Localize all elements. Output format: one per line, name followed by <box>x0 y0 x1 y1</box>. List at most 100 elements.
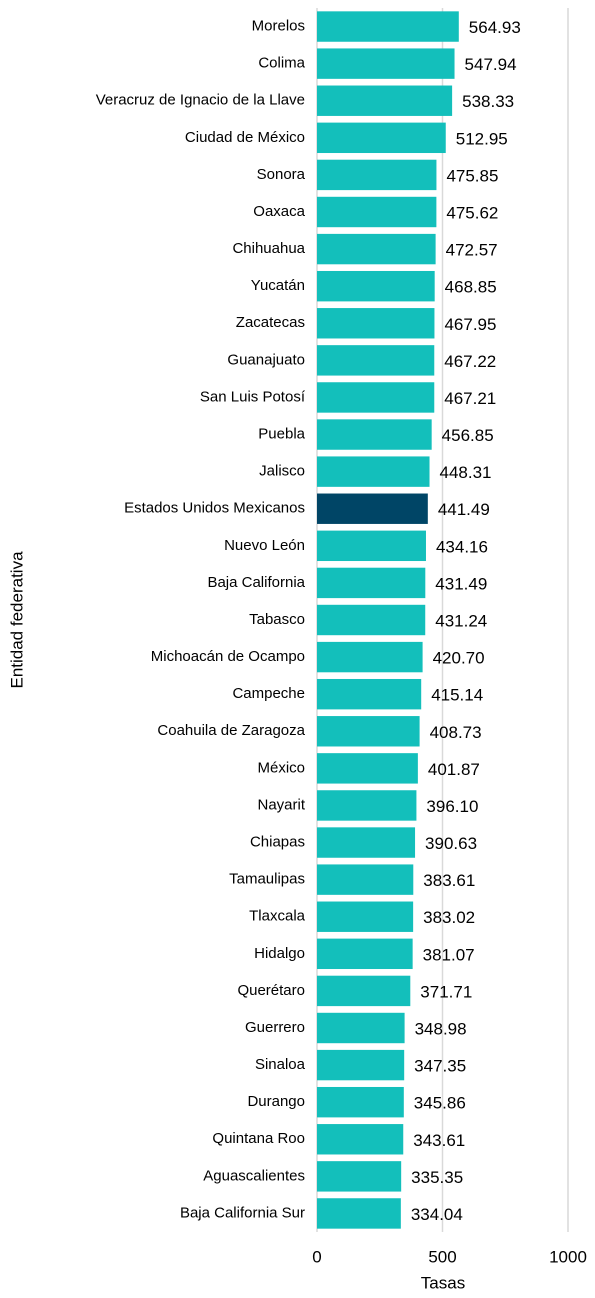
x-tick-label: 0 <box>312 1247 321 1266</box>
y-tick-label: Jalisco <box>259 463 305 480</box>
value-label: 538.33 <box>462 92 514 111</box>
value-label: 547.94 <box>465 55 517 74</box>
bar <box>317 716 420 747</box>
bar <box>317 122 446 154</box>
bar <box>317 790 417 821</box>
value-label: 564.93 <box>469 18 521 37</box>
bar <box>317 753 418 784</box>
value-label: 401.87 <box>428 760 480 779</box>
bar <box>317 159 437 191</box>
value-label: 472.57 <box>446 241 498 260</box>
bar <box>317 345 435 376</box>
bar <box>317 901 414 932</box>
bar <box>317 678 422 710</box>
value-label: 347.35 <box>414 1057 466 1076</box>
value-label: 475.62 <box>446 203 498 222</box>
value-label: 512.95 <box>456 129 508 148</box>
y-tick-label: Aguascalientes <box>203 1167 305 1184</box>
bar <box>317 419 432 450</box>
bar <box>317 382 435 413</box>
value-label: 348.98 <box>415 1019 467 1038</box>
value-label: 415.14 <box>431 686 483 705</box>
value-label: 456.85 <box>442 426 494 445</box>
y-tick-label: Nayarit <box>257 796 305 813</box>
bar <box>317 1124 404 1155</box>
value-label: 475.85 <box>446 166 498 185</box>
value-label: 396.10 <box>426 797 478 816</box>
bar <box>317 604 426 636</box>
bar <box>317 11 459 42</box>
value-label: 371.71 <box>420 982 472 1001</box>
x-tick-label: 500 <box>428 1247 456 1266</box>
y-tick-label: Tamaulipas <box>229 871 305 888</box>
bar <box>317 85 453 116</box>
y-tick-label: Morelos <box>252 18 305 35</box>
bar <box>317 1086 404 1118</box>
bar <box>317 938 413 970</box>
y-tick-label: Sinaloa <box>255 1056 306 1073</box>
value-label: 420.70 <box>433 649 485 668</box>
y-tick-label: Hidalgo <box>254 945 305 962</box>
bar <box>317 308 435 339</box>
y-tick-label: Colima <box>258 55 305 72</box>
y-tick-label: Zacatecas <box>236 314 305 331</box>
bar <box>317 1049 405 1081</box>
value-label: 467.95 <box>444 315 496 334</box>
y-tick-label: México <box>257 759 305 776</box>
y-tick-label: Baja California <box>207 574 305 591</box>
value-label: 448.31 <box>440 463 492 482</box>
value-label: 390.63 <box>425 834 477 853</box>
value-label: 441.49 <box>438 500 490 519</box>
bar <box>317 641 423 673</box>
y-tick-label: Veracruz de Ignacio de la Llave <box>96 92 305 109</box>
y-tick-label: Yucatán <box>251 277 305 294</box>
value-label: 468.85 <box>445 278 497 297</box>
y-tick-label: Sonora <box>257 166 306 183</box>
y-tick-label: Campeche <box>232 685 305 702</box>
y-tick-label: Querétaro <box>237 982 305 999</box>
value-label: 381.07 <box>423 945 475 964</box>
value-label: 335.35 <box>411 1168 463 1187</box>
y-tick-label: Estados Unidos Mexicanos <box>124 500 305 517</box>
value-label: 431.24 <box>435 611 487 630</box>
y-tick-label: Nuevo León <box>224 537 305 554</box>
value-label: 345.86 <box>414 1094 466 1113</box>
y-tick-label: Durango <box>247 1093 305 1110</box>
value-label: 467.21 <box>444 389 496 408</box>
y-tick-label: Puebla <box>258 426 305 443</box>
y-tick-label: Ciudad de México <box>185 129 305 146</box>
y-tick-label: San Luis Potosí <box>200 388 306 405</box>
bar <box>317 864 414 895</box>
y-tick-label: Baja California Sur <box>180 1204 305 1221</box>
value-label: 383.02 <box>423 908 475 927</box>
y-tick-label: Michoacán de Ocampo <box>151 648 305 665</box>
x-axis-title: Tasas <box>421 1273 465 1292</box>
bar <box>317 196 437 228</box>
bar <box>317 270 435 302</box>
value-label: 434.16 <box>436 537 488 556</box>
x-tick-label: 1000 <box>549 1247 587 1266</box>
bar <box>317 233 436 265</box>
bar <box>317 567 426 599</box>
y-tick-label: Chihuahua <box>232 240 305 257</box>
y-tick-label: Oaxaca <box>253 203 305 220</box>
y-axis-title: Entidad federativa <box>7 551 26 689</box>
y-tick-label: Coahuila de Zaragoza <box>157 722 305 739</box>
y-tick-label: Tabasco <box>249 611 305 628</box>
bar <box>317 530 426 562</box>
bar <box>317 48 455 79</box>
value-label: 431.49 <box>435 574 487 593</box>
value-label: 383.61 <box>423 871 475 890</box>
y-tick-label: Tlaxcala <box>249 908 306 925</box>
y-tick-label: Chiapas <box>250 834 305 851</box>
bar <box>317 493 428 524</box>
value-label: 467.22 <box>444 352 496 371</box>
bar <box>317 1198 401 1229</box>
value-label: 334.04 <box>411 1205 463 1224</box>
bar <box>317 456 430 487</box>
value-label: 408.73 <box>430 723 482 742</box>
bar <box>317 1161 402 1192</box>
y-tick-label: Quintana Roo <box>212 1130 305 1147</box>
value-label: 343.61 <box>413 1131 465 1150</box>
